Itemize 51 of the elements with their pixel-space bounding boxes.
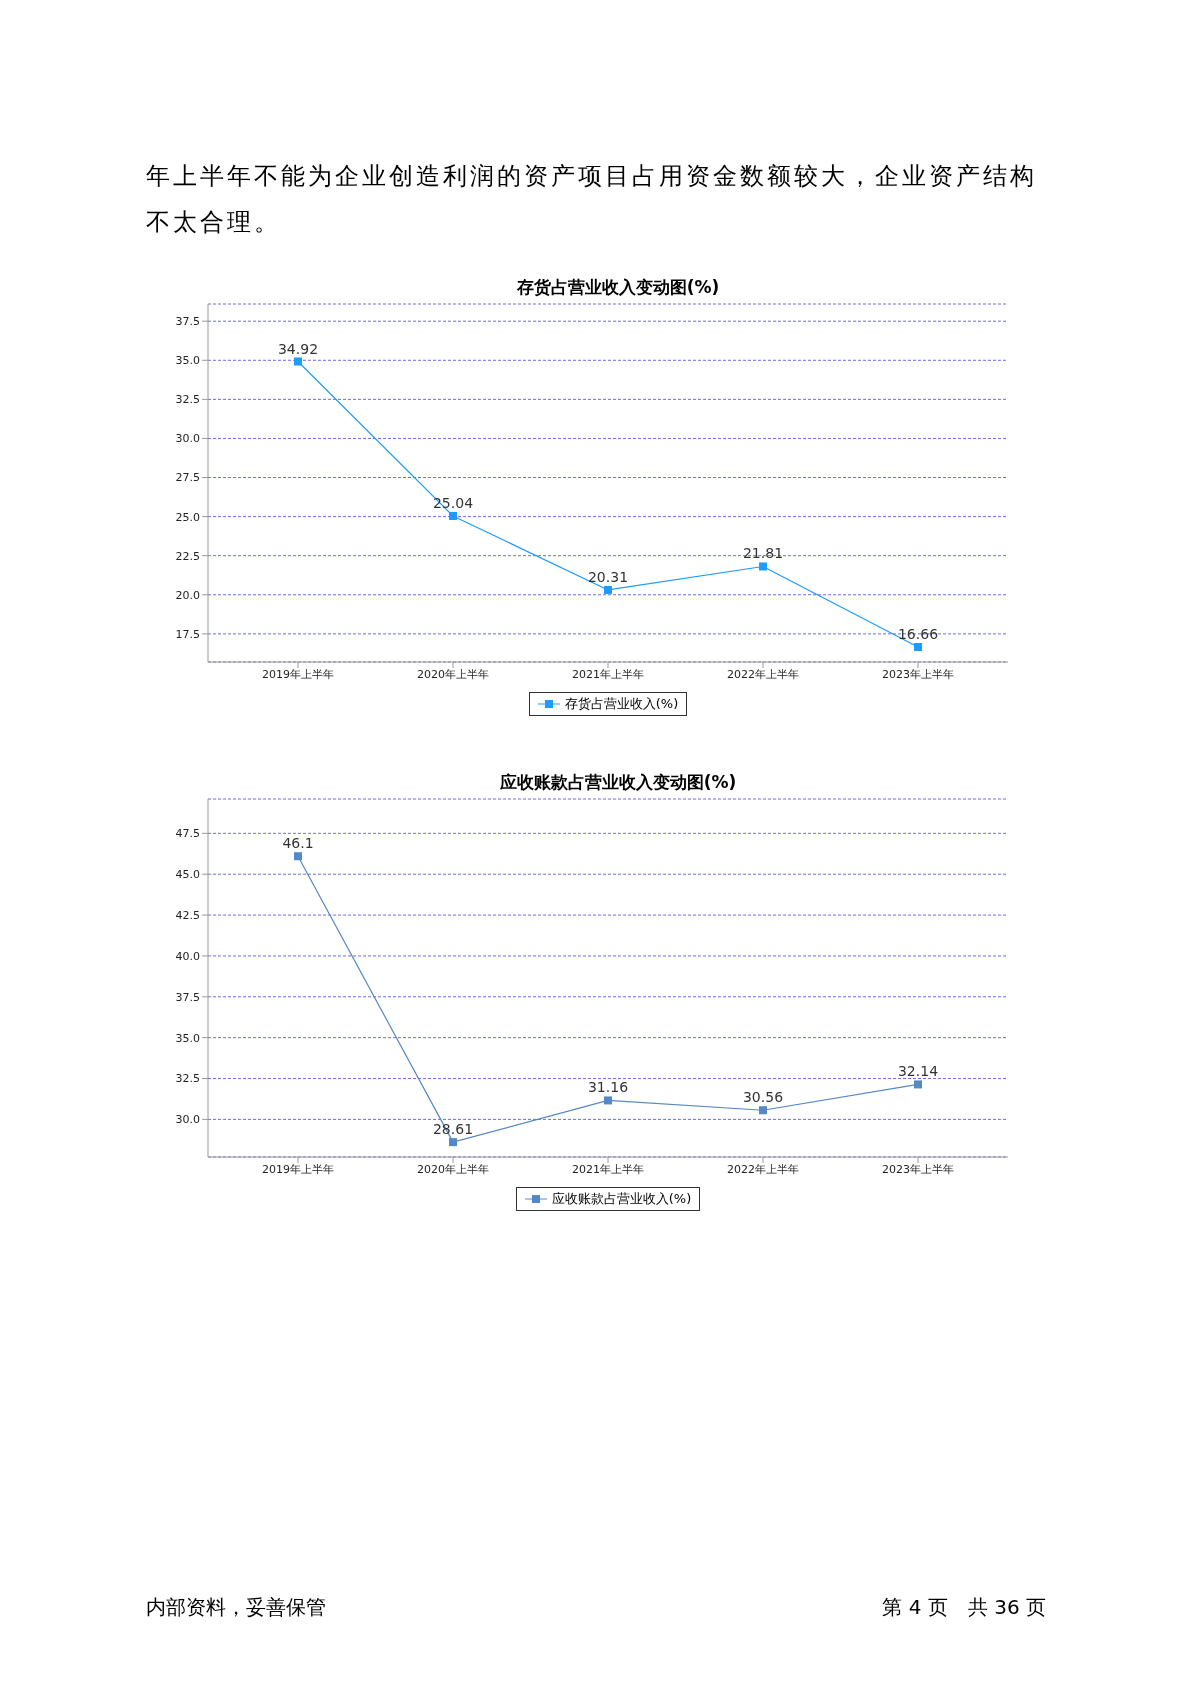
chart-title: 存货占营业收入变动图(%) — [515, 276, 721, 299]
data-label: 46.1 — [282, 835, 314, 852]
x-tick-label: 2019年上半年 — [262, 667, 334, 681]
data-label: 31.16 — [587, 1079, 629, 1096]
legend-label: 存货占营业收入(%) — [563, 695, 679, 713]
text: 内部资料，妥善保管 — [146, 1594, 326, 1621]
y-tick-label: 30.0 — [175, 432, 200, 446]
text: 第 4 页 共 36 页 — [882, 1594, 1046, 1621]
y-tick-label: 32.5 — [175, 393, 200, 407]
point — [604, 585, 612, 594]
x-tick-label: 2020年上半年 — [417, 667, 489, 681]
y-tick-label: 40.0 — [175, 949, 200, 963]
x-tick-label: 2022年上半年 — [727, 1162, 799, 1176]
y-tick-label: 35.0 — [175, 354, 200, 368]
x-tick-label: 2020年上半年 — [417, 1162, 489, 1176]
x-tick-label: 2021年上半年 — [572, 1162, 644, 1176]
x-tick-label: 2023年上半年 — [882, 1162, 954, 1176]
point — [449, 511, 457, 520]
text: 年上半年不能为企业创造利润的资产项目占用资金数额较大，企业资产结构不太合理。 — [146, 161, 1038, 238]
x-tick-label: 2022年上半年 — [727, 667, 799, 681]
y-tick-label: 42.5 — [175, 908, 200, 922]
chart-title: 应收账款占营业收入变动图(%) — [498, 771, 738, 794]
data-label: 30.56 — [742, 1089, 784, 1106]
data-label: 32.14 — [897, 1063, 939, 1080]
legend-label: 应收账款占营业收入(%) — [550, 1190, 692, 1208]
data-label: 20.31 — [587, 568, 629, 585]
y-tick-label: 32.5 — [175, 1072, 200, 1086]
y-tick-label: 37.5 — [175, 315, 200, 329]
data-label: 16.66 — [897, 625, 939, 642]
x-tick-label: 2021年上半年 — [572, 667, 644, 681]
y-tick-label: 22.5 — [175, 549, 200, 563]
point — [914, 1080, 922, 1089]
y-tick-label: 25.0 — [175, 510, 200, 524]
point — [759, 1106, 767, 1115]
point — [449, 1138, 457, 1147]
x-tick-label: 2019年上半年 — [262, 1162, 334, 1176]
y-tick-label: 47.5 — [175, 827, 200, 841]
point — [759, 562, 767, 571]
y-tick-label: 35.0 — [175, 1031, 200, 1045]
point — [294, 357, 302, 366]
data-label: 34.92 — [277, 340, 319, 357]
y-tick-label: 27.5 — [175, 471, 200, 485]
y-tick-label: 30.0 — [175, 1113, 200, 1127]
y-tick-label: 20.0 — [175, 588, 200, 602]
y-tick-label: 17.5 — [175, 627, 200, 641]
point — [604, 1096, 612, 1105]
point — [294, 852, 302, 861]
y-tick-label: 37.5 — [175, 990, 200, 1004]
x-tick-label: 2023年上半年 — [882, 667, 954, 681]
point — [914, 642, 922, 651]
y-tick-label: 45.0 — [175, 868, 200, 882]
